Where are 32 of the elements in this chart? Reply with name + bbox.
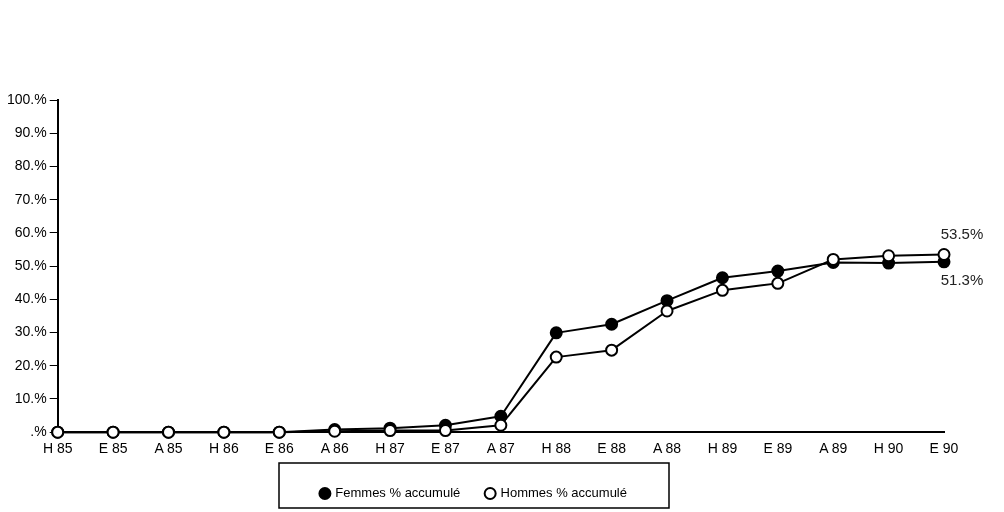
- x-tick-label: H 89: [707, 440, 738, 457]
- annotation: 53.5%: [940, 225, 984, 243]
- x-tick-label: E 85: [98, 440, 128, 457]
- y-tick-label: 40.%: [14, 290, 47, 307]
- annotation: 51.3%: [940, 271, 984, 289]
- x-tick-label: A 88: [653, 440, 682, 457]
- x-tick-label: E 90: [929, 440, 959, 457]
- x-tick-label: H 88: [541, 440, 572, 457]
- y-tick-label: 50.%: [14, 256, 47, 273]
- x-tick-label: E 88: [597, 440, 627, 457]
- y-tick-label: 90.%: [14, 124, 47, 141]
- x-tick-label: A 89: [819, 440, 848, 457]
- x-tick-label: E 89: [763, 440, 793, 457]
- y-tick-label: 80.%: [14, 157, 47, 174]
- x-tick-label: A 85: [154, 440, 183, 457]
- y-tick-label: .%: [30, 423, 47, 440]
- x-tick-label: H 86: [209, 440, 239, 457]
- y-tick-label: 100.%: [6, 90, 47, 107]
- x-tick-label: H 90: [873, 440, 904, 457]
- x-tick-label: H 87: [375, 440, 406, 457]
- x-tick-label: A 87: [486, 440, 516, 457]
- y-tick-label: 20.%: [14, 356, 47, 373]
- y-tick-label: 30.%: [14, 323, 47, 340]
- legend-label: Hommes % accumulé: [500, 485, 627, 501]
- x-tick-label: E 87: [431, 440, 461, 457]
- x-tick-label: H 85: [42, 440, 73, 457]
- x-tick-label: E 86: [264, 440, 294, 457]
- y-tick-label: 60.%: [14, 223, 47, 240]
- legend-label: Femmes % accumulé: [335, 485, 461, 501]
- y-tick-label: 70.%: [14, 190, 47, 207]
- x-tick-label: A 86: [320, 440, 349, 457]
- y-tick-label: 10.%: [14, 389, 47, 406]
